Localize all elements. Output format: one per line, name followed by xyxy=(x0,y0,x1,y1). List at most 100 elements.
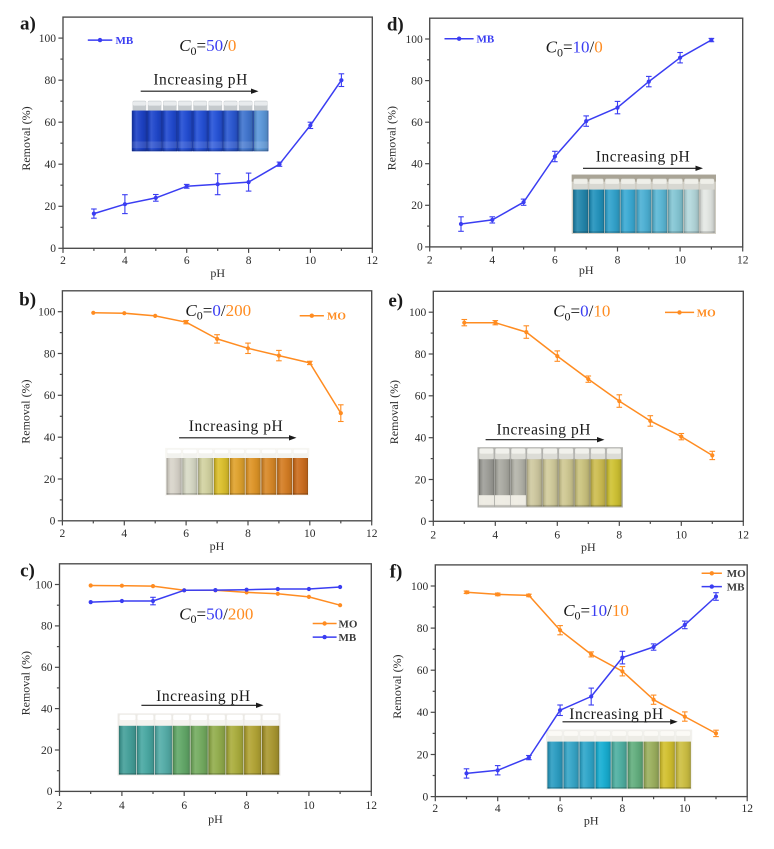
svg-text:10: 10 xyxy=(304,528,316,540)
svg-text:pH: pH xyxy=(208,812,223,826)
svg-text:2: 2 xyxy=(427,255,433,267)
svg-text:80: 80 xyxy=(44,348,56,360)
svg-text:6: 6 xyxy=(183,528,189,540)
svg-text:MO: MO xyxy=(327,311,346,323)
svg-text:d): d) xyxy=(387,15,404,36)
svg-text:40: 40 xyxy=(41,703,53,715)
svg-text:Removal (%): Removal (%) xyxy=(387,380,401,444)
svg-text:100: 100 xyxy=(39,33,57,45)
svg-text:40: 40 xyxy=(417,707,429,719)
svg-text:8: 8 xyxy=(245,528,251,540)
svg-text:20: 20 xyxy=(411,200,423,212)
svg-text:2: 2 xyxy=(60,528,66,540)
svg-text:Removal (%): Removal (%) xyxy=(19,651,33,715)
svg-text:Increasing pH: Increasing pH xyxy=(189,418,284,435)
svg-text:MB: MB xyxy=(339,632,357,644)
svg-text:2: 2 xyxy=(57,800,63,812)
svg-text:2: 2 xyxy=(60,255,66,267)
svg-text:6: 6 xyxy=(554,529,560,541)
svg-text:0: 0 xyxy=(50,243,56,255)
svg-text:4: 4 xyxy=(495,803,501,815)
svg-text:0: 0 xyxy=(421,516,427,528)
svg-text:e): e) xyxy=(388,291,403,312)
svg-text:100: 100 xyxy=(405,34,423,46)
svg-text:12: 12 xyxy=(738,529,750,541)
svg-text:12: 12 xyxy=(737,255,749,267)
svg-text:8: 8 xyxy=(246,255,252,267)
svg-text:2: 2 xyxy=(432,803,438,815)
svg-text:0: 0 xyxy=(50,516,56,528)
svg-text:Removal (%): Removal (%) xyxy=(19,106,33,170)
svg-text:pH: pH xyxy=(210,539,225,553)
svg-text:4: 4 xyxy=(492,529,498,541)
svg-text:12: 12 xyxy=(366,528,378,540)
svg-text:Removal (%): Removal (%) xyxy=(19,379,33,443)
svg-text:6: 6 xyxy=(552,255,558,267)
svg-text:100: 100 xyxy=(409,307,427,319)
svg-text:8: 8 xyxy=(616,529,622,541)
svg-text:C0=50/200: C0=50/200 xyxy=(179,604,253,626)
svg-text:Increasing pH: Increasing pH xyxy=(569,706,664,723)
svg-text:a): a) xyxy=(20,14,36,35)
svg-text:4: 4 xyxy=(489,255,495,267)
svg-text:C0=0/200: C0=0/200 xyxy=(185,301,251,323)
svg-text:60: 60 xyxy=(45,117,57,129)
svg-text:12: 12 xyxy=(366,800,378,812)
svg-text:40: 40 xyxy=(45,159,57,171)
svg-text:Increasing pH: Increasing pH xyxy=(596,148,691,165)
svg-text:Removal (%): Removal (%) xyxy=(385,106,399,170)
svg-text:Increasing pH: Increasing pH xyxy=(153,72,248,89)
svg-text:Removal (%): Removal (%) xyxy=(390,654,404,718)
svg-text:4: 4 xyxy=(121,528,127,540)
svg-text:80: 80 xyxy=(415,349,427,361)
svg-text:80: 80 xyxy=(411,75,423,87)
svg-text:20: 20 xyxy=(417,749,429,761)
svg-text:8: 8 xyxy=(620,803,626,815)
svg-text:12: 12 xyxy=(367,255,379,267)
svg-text:10: 10 xyxy=(305,255,317,267)
svg-text:10: 10 xyxy=(674,255,686,267)
svg-text:C0=0/10: C0=0/10 xyxy=(553,302,610,324)
svg-text:80: 80 xyxy=(417,623,429,635)
svg-text:8: 8 xyxy=(615,255,621,267)
svg-text:100: 100 xyxy=(35,579,53,591)
svg-text:100: 100 xyxy=(411,581,429,593)
svg-text:MB: MB xyxy=(727,582,745,594)
svg-text:60: 60 xyxy=(417,665,429,677)
svg-text:12: 12 xyxy=(741,803,753,815)
svg-text:60: 60 xyxy=(44,390,56,402)
svg-text:6: 6 xyxy=(184,255,190,267)
svg-text:pH: pH xyxy=(581,540,596,554)
svg-text:MB: MB xyxy=(477,34,495,46)
svg-text:0: 0 xyxy=(47,786,53,798)
svg-text:Increasing pH: Increasing pH xyxy=(156,688,251,705)
svg-text:MO: MO xyxy=(727,568,746,580)
svg-text:60: 60 xyxy=(411,117,423,129)
svg-text:MO: MO xyxy=(697,307,716,319)
svg-text:20: 20 xyxy=(41,745,53,757)
svg-text:pH: pH xyxy=(579,263,594,277)
svg-text:60: 60 xyxy=(415,391,427,403)
svg-text:b): b) xyxy=(19,290,36,311)
svg-text:6: 6 xyxy=(181,800,187,812)
svg-text:6: 6 xyxy=(557,803,563,815)
svg-text:60: 60 xyxy=(41,662,53,674)
svg-text:2: 2 xyxy=(430,529,436,541)
svg-text:0: 0 xyxy=(423,791,429,803)
svg-text:20: 20 xyxy=(415,474,427,486)
svg-text:Increasing pH: Increasing pH xyxy=(497,422,592,439)
svg-text:80: 80 xyxy=(45,75,57,87)
svg-text:pH: pH xyxy=(584,813,599,827)
svg-text:40: 40 xyxy=(415,433,427,445)
svg-text:10: 10 xyxy=(676,529,688,541)
svg-text:4: 4 xyxy=(122,255,128,267)
svg-text:C0=50/0: C0=50/0 xyxy=(179,36,236,58)
svg-text:10: 10 xyxy=(303,800,315,812)
svg-text:40: 40 xyxy=(44,432,56,444)
svg-text:C0=10/10: C0=10/10 xyxy=(563,601,629,623)
svg-text:0: 0 xyxy=(417,242,423,254)
svg-text:80: 80 xyxy=(41,621,53,633)
svg-text:C0=10/0: C0=10/0 xyxy=(546,38,603,60)
svg-text:20: 20 xyxy=(44,474,56,486)
svg-text:pH: pH xyxy=(210,266,225,280)
